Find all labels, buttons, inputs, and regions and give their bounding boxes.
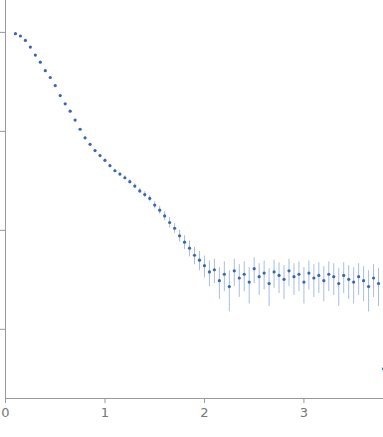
svg-text:1: 1 — [101, 405, 109, 420]
svg-text:3: 3 — [300, 405, 308, 420]
svg-text:2: 2 — [200, 405, 208, 420]
svg-text:0: 0 — [1, 405, 9, 420]
